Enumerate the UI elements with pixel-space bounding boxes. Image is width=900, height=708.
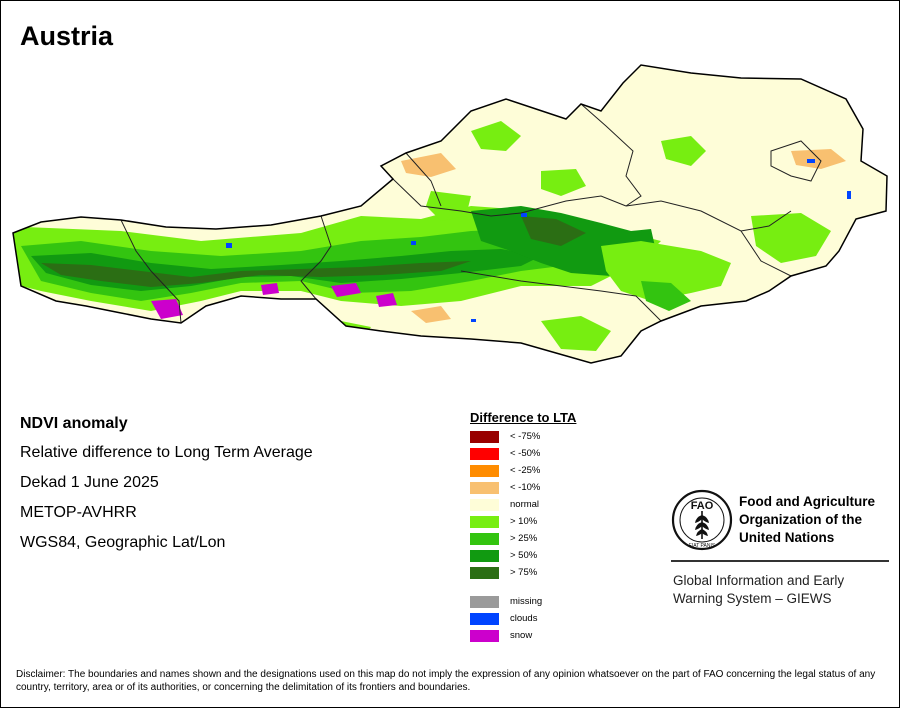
emblem-text: FAO bbox=[691, 500, 714, 512]
legend-swatch bbox=[470, 482, 499, 494]
map-title: Austria bbox=[20, 21, 114, 51]
legend-swatch bbox=[470, 567, 499, 579]
info-line: METOP-AVHRR bbox=[20, 504, 137, 521]
legend-label: clouds bbox=[510, 613, 538, 624]
legend-swatch bbox=[470, 465, 499, 477]
fao-emblem-icon: FAO FIAT PANIS bbox=[671, 489, 733, 551]
legend-extra-items: missing clouds snow bbox=[470, 594, 576, 645]
legend-swatch bbox=[470, 499, 499, 511]
legend-swatch bbox=[470, 516, 499, 528]
legend-item: > 75% bbox=[470, 565, 576, 582]
legend-label: > 10% bbox=[510, 516, 538, 527]
legend-swatch bbox=[470, 550, 499, 562]
emblem-motto: FIAT PANIS bbox=[689, 543, 716, 549]
legend-label: < -25% bbox=[510, 465, 541, 476]
giews-program-name: Global Information and Early Warning Sys… bbox=[673, 573, 845, 606]
legend-item: normal bbox=[470, 497, 576, 514]
legend-label: missing bbox=[510, 596, 543, 607]
legend-item: snow bbox=[470, 628, 576, 645]
info-line: WGS84, Geographic Lat/Lon bbox=[20, 534, 226, 551]
divider bbox=[671, 560, 889, 562]
legend-label: normal bbox=[510, 499, 540, 510]
legend-label: < -10% bbox=[510, 482, 541, 493]
legend-label: > 50% bbox=[510, 550, 538, 561]
legend-swatch bbox=[470, 533, 499, 545]
legend-label: < -50% bbox=[510, 448, 541, 459]
legend-item: < -25% bbox=[470, 463, 576, 480]
disclaimer-text: Disclaimer: The boundaries and names sho… bbox=[16, 669, 876, 693]
legend-item: > 50% bbox=[470, 548, 576, 565]
legend-swatch bbox=[470, 630, 499, 642]
map-info-block: NDVI anomaly Relative difference to Long… bbox=[20, 415, 313, 563]
legend-item: < -75% bbox=[470, 429, 576, 446]
legend-item: > 10% bbox=[470, 514, 576, 531]
info-line: Relative difference to Long Term Average bbox=[20, 444, 313, 461]
ndvi-anomaly-map bbox=[12, 64, 888, 364]
legend-swatch bbox=[470, 431, 499, 443]
legend-label: > 25% bbox=[510, 533, 538, 544]
legend-swatch bbox=[470, 448, 499, 460]
legend-item: > 25% bbox=[470, 531, 576, 548]
legend-item: < -10% bbox=[470, 480, 576, 497]
legend-items: < -75% < -50% < -25% < -10% normal > 10% > 25%… bbox=[470, 429, 576, 582]
legend-label: > 75% bbox=[510, 567, 538, 578]
indicator-heading: NDVI anomaly bbox=[20, 415, 128, 432]
legend-title: Difference to LTA bbox=[470, 410, 577, 425]
legend-item: missing bbox=[470, 594, 576, 611]
legend-swatch bbox=[470, 613, 499, 625]
legend-item: clouds bbox=[470, 611, 576, 628]
legend-item: < -50% bbox=[470, 446, 576, 463]
legend-swatch bbox=[470, 596, 499, 608]
info-line: Dekad 1 June 2025 bbox=[20, 474, 159, 491]
legend-label: snow bbox=[510, 630, 533, 641]
fao-organization-name: Food and Agriculture Organization of the… bbox=[739, 494, 875, 545]
legend: Difference to LTA < -75% < -50% < -25% < -1… bbox=[470, 410, 576, 645]
legend-label: < -75% bbox=[510, 431, 541, 442]
